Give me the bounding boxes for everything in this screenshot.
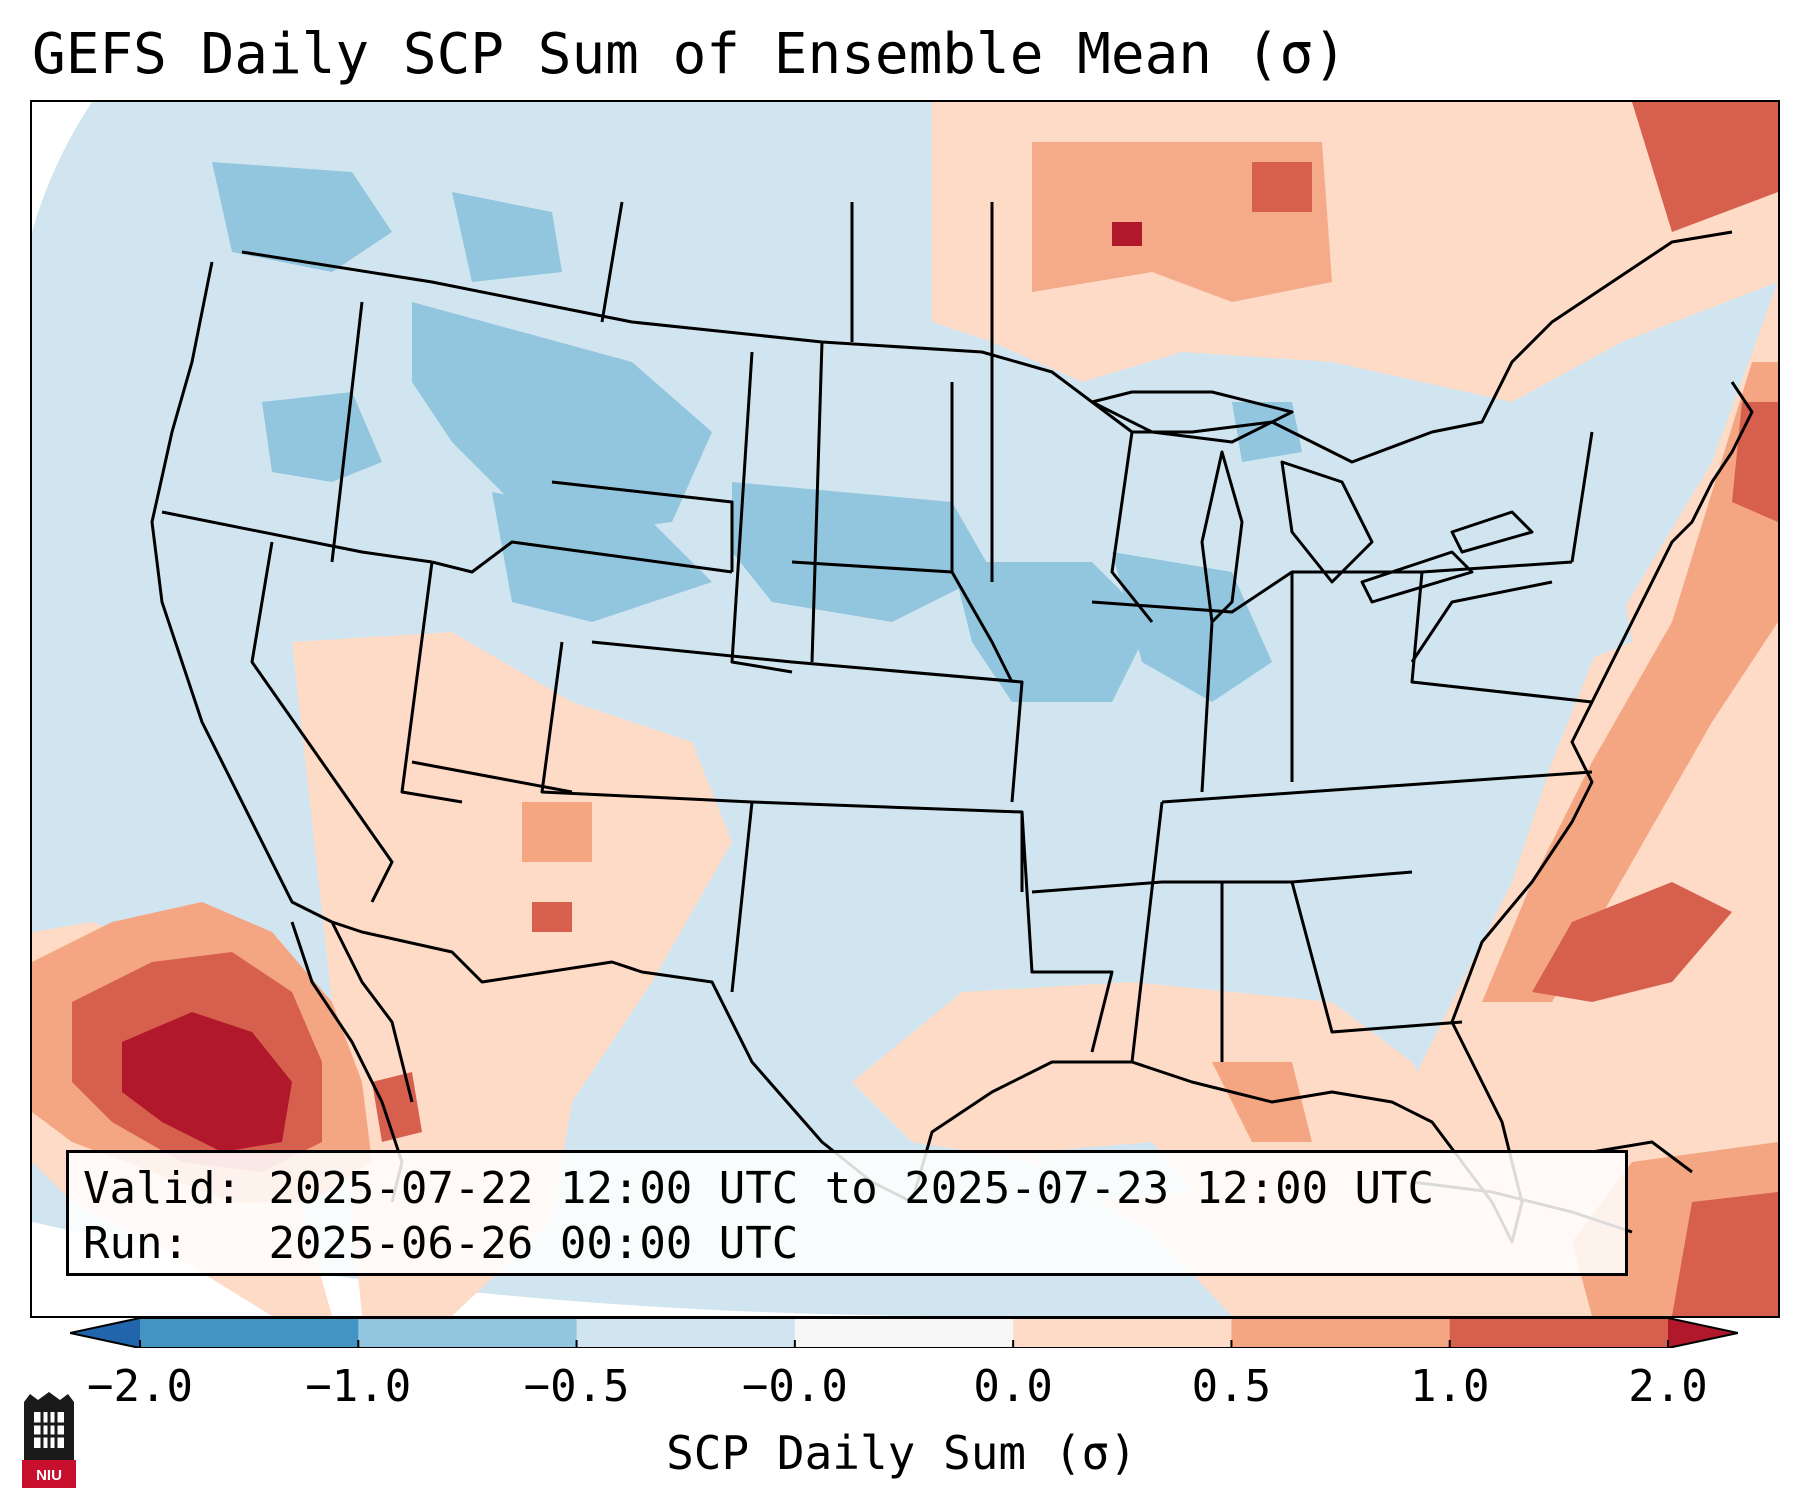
niu-logo-icon	[22, 1392, 76, 1488]
colorbar-extend-high	[1668, 1318, 1738, 1348]
map-panel	[30, 100, 1780, 1318]
colorbar-tick-label: 0.5	[1191, 1361, 1272, 1412]
valid-value: 2025-07-22 12:00 UTC to 2025-07-23 12:00…	[268, 1163, 1435, 1214]
run-label: Run:	[83, 1218, 189, 1269]
colorbar-tick-label: 1.0	[1409, 1361, 1490, 1412]
colorbar-graphic	[70, 1318, 1738, 1348]
colorbar-tick-label: −0.0	[741, 1361, 848, 1412]
colorbar-segment	[140, 1318, 359, 1348]
niu-logo-text: NIU	[36, 1467, 62, 1484]
colorbar-segment	[1231, 1318, 1451, 1348]
colorbar-segment	[1449, 1318, 1669, 1348]
colorbar-segment	[576, 1318, 796, 1348]
negative-areas	[212, 162, 1302, 702]
niu-logo: NIU	[20, 1390, 78, 1488]
scp-map	[32, 102, 1778, 1316]
colorbar-label: SCP Daily Sum (σ)	[666, 1426, 1137, 1480]
colorbar-tick-label: −0.5	[523, 1361, 630, 1412]
colorbar-tick-label: −1.0	[305, 1361, 412, 1412]
valid-label: Valid:	[83, 1163, 242, 1214]
colorbar-tick-label: 2.0	[1628, 1361, 1708, 1412]
colorbar-segment	[794, 1318, 1014, 1348]
colorbar-segment	[1013, 1318, 1232, 1348]
state-boundaries	[150, 201, 1754, 1244]
colorbar-tick-label: −2.0	[87, 1361, 193, 1412]
colorbar	[70, 1318, 1738, 1348]
colorbar-tick-label: 0.0	[973, 1361, 1053, 1412]
colorbar-segment	[358, 1318, 578, 1348]
pacific-maximum-core	[122, 1012, 292, 1152]
colorbar-extend-low	[70, 1318, 140, 1348]
valid-run-info-box: Valid: 2025-07-22 12:00 UTC to 2025-07-2…	[66, 1150, 1628, 1276]
map-title: GEFS Daily SCP Sum of Ensemble Mean (σ)	[32, 22, 1347, 87]
run-value: 2025-06-26 00:00 UTC	[268, 1218, 799, 1269]
